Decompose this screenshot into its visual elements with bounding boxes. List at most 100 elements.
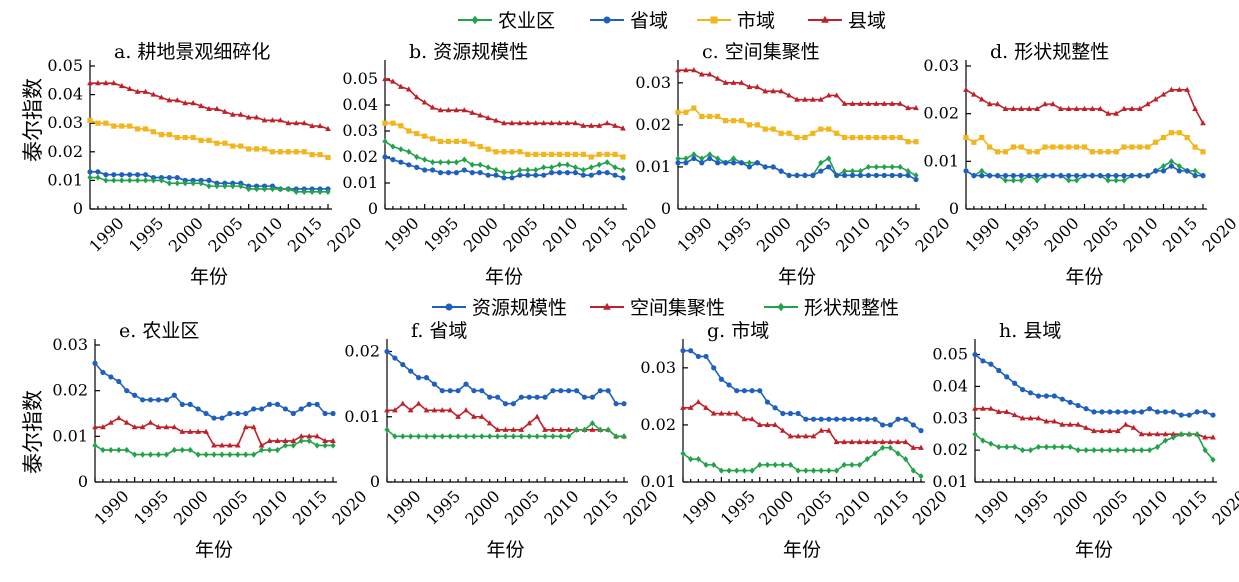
data-point (1018, 105, 1025, 111)
data-point (706, 71, 713, 77)
data-point (895, 450, 901, 457)
data-point (533, 166, 539, 174)
data-point (1099, 427, 1105, 434)
data-point (1066, 144, 1072, 150)
data-point (596, 151, 602, 157)
legend-bottom: 资源规模性 空间集聚性 形状规整性 (432, 297, 899, 319)
y-tick-label: 0 (73, 199, 83, 218)
data-point (542, 394, 548, 400)
data-point (277, 185, 283, 193)
data-point (502, 433, 509, 440)
series-市域 (675, 105, 919, 145)
data-point (415, 400, 422, 406)
y-tick-label: 0.02 (923, 104, 959, 123)
data-point (198, 137, 204, 143)
data-point (988, 440, 994, 447)
data-point (382, 154, 388, 160)
data-point (214, 105, 220, 111)
y-tick-label: 0.03 (342, 121, 378, 140)
data-point (485, 146, 491, 152)
data-point (431, 433, 437, 440)
y-tick-label: 0.01 (635, 157, 671, 176)
data-point (549, 170, 555, 176)
data-point (841, 100, 848, 106)
data-point (683, 160, 689, 166)
data-point (174, 180, 180, 187)
data-point (171, 392, 177, 398)
data-point (564, 151, 571, 157)
data-point (987, 173, 993, 179)
data-point (135, 126, 141, 132)
data-point (135, 177, 141, 184)
x-tick-label: 2015 (580, 487, 622, 529)
data-point (1058, 144, 1064, 150)
data-point (1059, 421, 1066, 427)
data-point (92, 424, 98, 430)
data-point (1137, 144, 1143, 150)
data-point (715, 113, 721, 120)
legend-marker (471, 15, 479, 25)
data-point (453, 170, 459, 176)
x-tick-label: 2010 (832, 487, 874, 529)
data-point (604, 170, 610, 176)
data-point (392, 407, 398, 413)
data-point (103, 120, 109, 126)
data-point (447, 407, 454, 413)
data-point (865, 172, 872, 178)
data-point (108, 419, 114, 425)
series-县域 (675, 67, 919, 111)
data-point (703, 353, 709, 360)
legend-item: 资源规模性 (432, 297, 567, 319)
data-point (695, 398, 702, 405)
data-point (873, 100, 880, 106)
data-point (1026, 173, 1032, 179)
data-point (691, 155, 697, 162)
data-point (1043, 393, 1049, 399)
data-point (557, 426, 564, 432)
data-point (493, 166, 499, 174)
data-point (235, 451, 241, 458)
data-point (509, 175, 515, 181)
data-point (1194, 409, 1200, 415)
data-point (581, 394, 588, 400)
data-point (718, 410, 725, 416)
series-line (95, 417, 333, 447)
data-point (833, 438, 840, 445)
data-point (1129, 105, 1135, 111)
data-point (282, 442, 288, 449)
y-tick-label: 0.01 (47, 170, 83, 189)
data-point (330, 437, 336, 443)
data-point (1115, 409, 1121, 415)
panel-title: b. 资源规模性 (409, 41, 528, 63)
y-tick-label: 0.01 (52, 426, 88, 445)
data-point (865, 134, 871, 141)
data-point (764, 461, 771, 468)
data-point (865, 100, 872, 106)
data-point (142, 126, 149, 132)
legend-marker (445, 303, 453, 311)
data-point (1194, 431, 1200, 438)
legend-marker (777, 302, 785, 312)
legend-item: 市域 (697, 10, 775, 32)
data-point (818, 168, 824, 174)
data-point (680, 404, 686, 410)
data-point (190, 134, 196, 141)
y-tick-label: 0.03 (47, 113, 83, 132)
data-point (918, 428, 924, 434)
data-point (250, 424, 257, 430)
data-point (219, 442, 225, 448)
data-point (163, 397, 169, 403)
data-point (1034, 105, 1040, 111)
data-point (269, 117, 276, 123)
data-point (493, 172, 499, 178)
data-point (810, 433, 817, 439)
data-point (261, 185, 268, 193)
data-point (1020, 387, 1026, 393)
data-point (166, 97, 173, 103)
data-point (826, 427, 832, 433)
data-point (314, 401, 320, 407)
data-point (1002, 173, 1009, 179)
data-point (841, 438, 848, 445)
series-农业区 (382, 138, 626, 176)
data-point (1200, 173, 1206, 179)
